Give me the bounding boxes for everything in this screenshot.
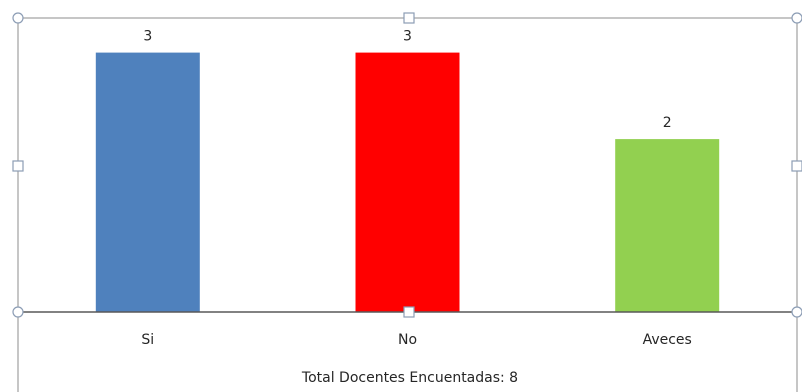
- bars-group: [95, 52, 720, 312]
- resize-handle-bottom-left[interactable]: [12, 306, 24, 318]
- chart-caption: Total Docentes Encuentadas: 8: [301, 370, 518, 386]
- bar-aveces: [615, 139, 720, 312]
- data-label-no: 3: [403, 29, 412, 45]
- x-tick-labels-group: Si No Aveces: [141, 332, 691, 348]
- resize-handle-middle-left[interactable]: [12, 160, 24, 172]
- resize-handle-top-left[interactable]: [12, 12, 24, 24]
- resize-handle-top-middle[interactable]: [403, 12, 415, 24]
- resize-handle-bottom-right[interactable]: [791, 306, 802, 318]
- x-tick-label-si: Si: [141, 332, 154, 348]
- data-labels-group: 3 3 2: [143, 29, 671, 132]
- x-tick-label-no: No: [398, 332, 417, 348]
- x-tick-label-aveces: Aveces: [643, 332, 692, 348]
- resize-handle-bottom-middle[interactable]: [403, 306, 415, 318]
- data-label-si: 3: [143, 29, 152, 45]
- bar-no: [355, 52, 460, 312]
- bar-si: [95, 52, 200, 312]
- data-label-aveces: 2: [663, 115, 672, 131]
- resize-handle-top-right[interactable]: [791, 12, 802, 24]
- selection-handles[interactable]: [12, 12, 802, 318]
- resize-handle-middle-right[interactable]: [791, 160, 802, 172]
